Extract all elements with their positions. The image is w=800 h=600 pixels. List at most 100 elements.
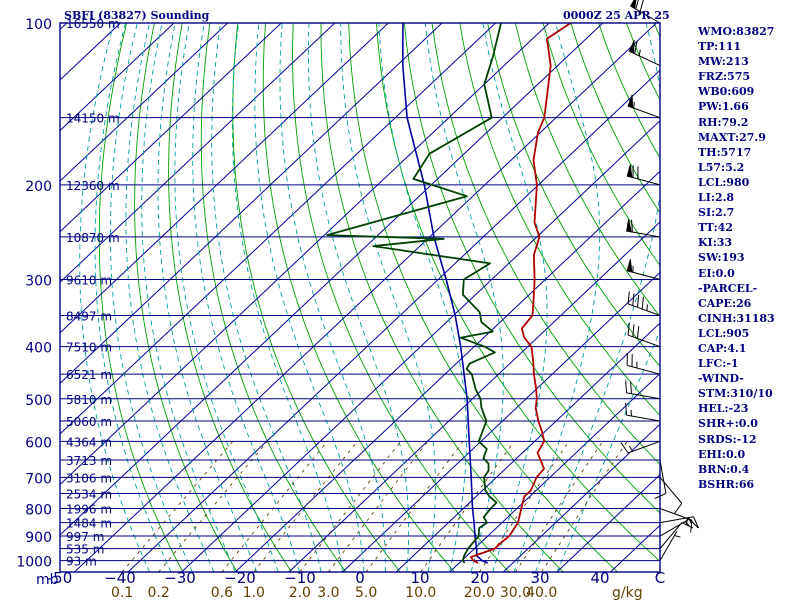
isotherm [60, 23, 336, 283]
index-item: LCL:905 [698, 326, 775, 341]
index-item: LCL:980 [698, 175, 775, 190]
height-label: 5060 m [66, 415, 112, 429]
dry-adiabat [232, 23, 401, 572]
index-text: BSHR:66 [698, 477, 755, 491]
barb-full [625, 380, 628, 393]
moist-adiabat [192, 23, 301, 572]
index-item: MAXT:27.9 [698, 130, 775, 145]
temperature-tick-label: −20 [224, 569, 256, 587]
index-text: TH:5717 [698, 145, 752, 159]
index-text: -PARCEL- [698, 281, 758, 295]
moist-adiabat [79, 23, 150, 572]
index-item: SHR+:0.0 [698, 416, 775, 431]
wind-barb [659, 508, 693, 533]
height-label: 2534 m [66, 487, 112, 501]
moist-adiabat [340, 23, 436, 572]
barb-full [639, 0, 644, 12]
index-item: LI:2.8 [698, 190, 775, 205]
moist-adiabat [254, 23, 365, 572]
index-text: SRDS:-12 [698, 432, 757, 446]
barb-full [632, 324, 635, 337]
isobar-lines [60, 23, 660, 572]
height-label: 1996 m [66, 503, 112, 517]
index-text: HEL:-23 [698, 402, 749, 416]
index-item: TP:111 [698, 39, 775, 54]
barb-half [628, 445, 634, 452]
mixing-ratio-line [299, 441, 402, 572]
barb-half [674, 535, 681, 538]
isotherm [60, 23, 604, 536]
pressure-tick-label: 300 [25, 274, 52, 290]
mixing-ratio-line [365, 441, 464, 572]
dry-adiabat [514, 23, 660, 318]
barb-staff [659, 516, 694, 524]
isotherm [288, 221, 660, 572]
barb-half [633, 101, 635, 109]
index-text: EI:0.0 [698, 266, 735, 280]
barb-pennant [626, 164, 633, 178]
mixing-ratio-line [515, 441, 604, 572]
mixing-ratio-label: 2.0 [289, 585, 311, 600]
isotherm [234, 170, 660, 572]
wind-barb [626, 259, 661, 280]
moist-adiabat [174, 23, 279, 572]
height-label: 3713 m [66, 454, 112, 468]
barb-staff [626, 392, 661, 400]
index-text: SI:2.7 [698, 206, 735, 220]
index-text: CAPE:26 [698, 296, 752, 310]
barb-staff [627, 303, 661, 316]
moist-adiabat [211, 23, 322, 572]
barb-full [690, 520, 693, 533]
isotherm [60, 23, 496, 435]
index-item: HEL:-23 [698, 401, 775, 416]
index-text: EHI:0.0 [698, 447, 746, 461]
height-label: 997 m [66, 530, 104, 544]
index-text: -WIND- [698, 372, 744, 386]
wind-barb [627, 322, 661, 348]
mixing-ratio-line [253, 441, 358, 572]
index-text: PW:1.66 [698, 100, 749, 114]
moist-adiabat [424, 23, 504, 572]
temperature-tick-label: 40 [590, 569, 609, 587]
height-label: 535 m [66, 543, 104, 557]
index-item: EHI:0.0 [698, 447, 775, 462]
index-item: -WIND- [698, 371, 775, 386]
mixing-ratio-label: 10.0 [405, 585, 436, 600]
isotherm [556, 474, 660, 572]
wind-barb [626, 352, 661, 375]
height-label: 4364 m [66, 435, 112, 449]
index-text: LFC:-1 [698, 357, 739, 371]
barb-staff [659, 508, 693, 521]
wind-barb [628, 40, 661, 67]
index-item: RH:79.2 [698, 115, 775, 130]
height-label: 10870 m [66, 231, 120, 245]
pressure-tick-label: 800 [25, 503, 52, 519]
index-text: CAP:4.1 [698, 341, 747, 355]
pressure-tick-label: 1000 [16, 555, 52, 571]
barb-full [631, 219, 633, 233]
sounding-datetime: 0000Z 25 APR 25 [563, 9, 670, 22]
isotherm [60, 23, 389, 334]
index-text: KI:33 [698, 236, 733, 250]
index-item: TH:5717 [698, 145, 775, 160]
wind-barb [625, 380, 661, 400]
index-text: MW:213 [698, 55, 749, 69]
dry-adiabat [542, 23, 660, 267]
pressure-axis-label: mb [36, 572, 59, 588]
index-item: FRZ:575 [698, 69, 775, 84]
height-label: 7510 m [66, 341, 112, 355]
moist-adiabat [307, 23, 410, 572]
index-item: MW:213 [698, 54, 775, 69]
barb-half [646, 304, 648, 311]
index-text: CINH:31183 [698, 311, 775, 325]
index-item: EI:0.0 [698, 266, 775, 281]
barb-full [632, 293, 635, 306]
dry-adiabat [134, 23, 238, 572]
mixing-ratio-line [328, 441, 429, 572]
height-label: 12360 m [66, 179, 120, 193]
dry-adiabat [200, 23, 347, 572]
wind-barb [627, 94, 661, 119]
barb-pennant [630, 0, 637, 10]
